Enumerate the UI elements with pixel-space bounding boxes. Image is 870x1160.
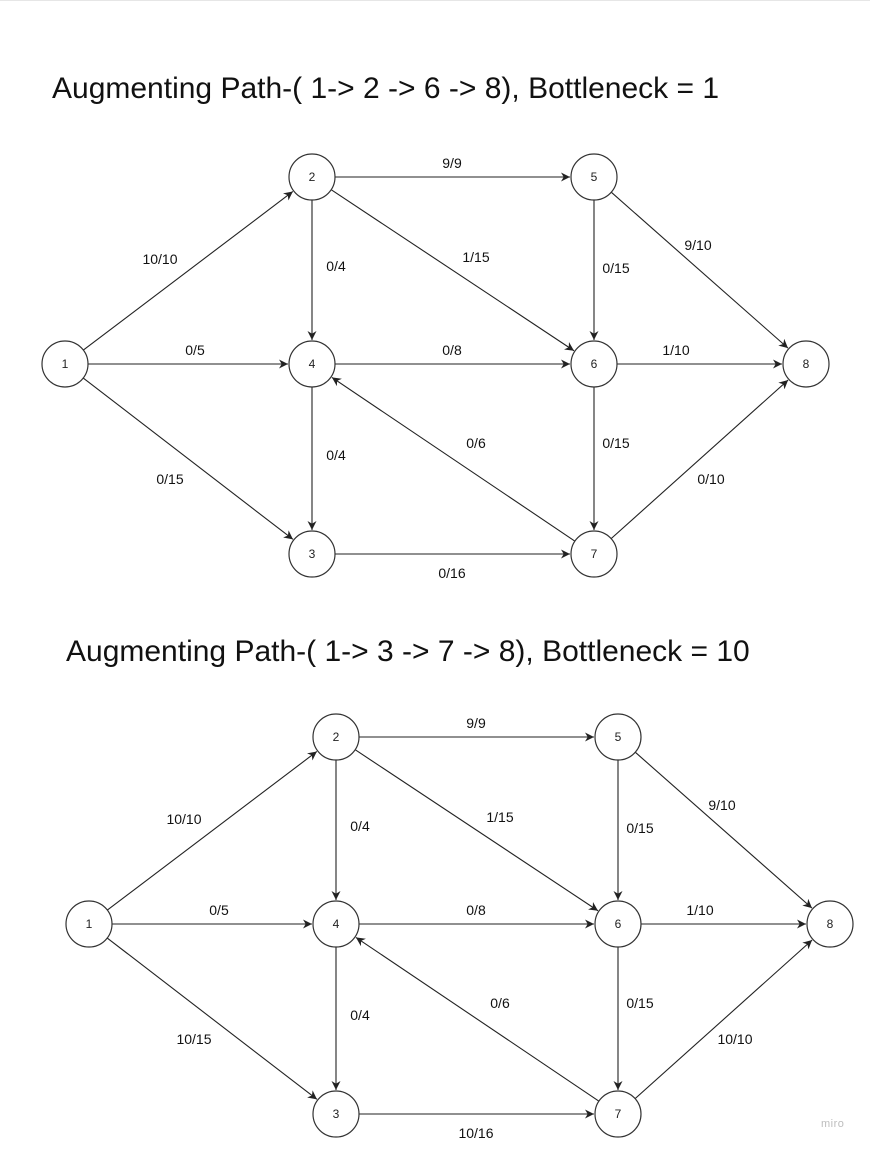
edge-1-to-3	[106, 937, 318, 1100]
edge-label-2-to-6: 1/15	[486, 809, 513, 825]
node-1: 1	[41, 340, 89, 388]
node-6: 6	[594, 900, 642, 948]
node-2: 2	[288, 153, 336, 201]
edge-label-6-to-8: 1/10	[662, 342, 689, 358]
node-label: 8	[803, 357, 810, 371]
node-label: 3	[309, 547, 316, 561]
edge-label-1-to-3: 0/15	[156, 471, 183, 487]
node-label: 2	[309, 170, 316, 184]
edge-label-1-to-4: 0/5	[185, 342, 205, 358]
edge-label-2-to-4: 0/4	[326, 258, 346, 274]
edge-label-2-to-6: 1/15	[462, 249, 489, 265]
edge-label-7-to-8: 0/10	[697, 471, 724, 487]
node-6: 6	[570, 340, 618, 388]
flow-network-diagram: 10/100/510/159/90/41/150/159/100/8 1/100/…	[65, 713, 854, 1141]
node-label: 6	[591, 357, 598, 371]
node-label: 1	[62, 357, 69, 371]
edge-7-to-8	[610, 379, 789, 540]
node-4: 4	[288, 340, 336, 388]
edge-label-3-to-7: 10/16	[458, 1125, 493, 1141]
node-label: 1	[86, 917, 93, 931]
edge-label-3-to-7: 0/16	[438, 565, 465, 581]
node-8: 8	[782, 340, 830, 388]
edge-label-4-to-3: 0/4	[326, 447, 346, 463]
edge-label-2-to-5: 9/9	[466, 715, 486, 731]
edge-label-2-to-5: 9/9	[442, 155, 462, 171]
node-8: 8	[806, 900, 854, 948]
edge-label-4-to-6: 0/8	[466, 902, 486, 918]
node-label: 2	[333, 730, 340, 744]
node-label: 7	[591, 547, 598, 561]
node-label: 6	[615, 917, 622, 931]
node-7: 7	[570, 530, 618, 578]
edge-7-to-4	[355, 936, 600, 1102]
node-label: 5	[615, 730, 622, 744]
edge-label-1-to-2: 10/10	[142, 251, 177, 267]
edge-label-5-to-8: 9/10	[708, 797, 735, 813]
edge-label-1-to-2: 10/10	[166, 811, 201, 827]
diagram-title: Augmenting Path-( 1-> 2 -> 6 -> 8), Bott…	[52, 72, 720, 105]
edge-5-to-8	[610, 191, 789, 349]
node-4: 4	[312, 900, 360, 948]
node-label: 4	[333, 917, 340, 931]
edge-label-1-to-3: 10/15	[176, 1031, 211, 1047]
node-label: 3	[333, 1107, 340, 1121]
edge-1-to-2	[107, 751, 318, 911]
node-2: 2	[312, 713, 360, 761]
node-5: 5	[594, 713, 642, 761]
edge-label-6-to-7: 0/15	[602, 435, 629, 451]
node-label: 5	[591, 170, 598, 184]
edge-label-4-to-3: 0/4	[350, 1007, 370, 1023]
edge-7-to-4	[331, 376, 576, 542]
edge-7-to-8	[634, 939, 813, 1100]
edge-5-to-8	[634, 751, 813, 909]
diagram-title: Augmenting Path-( 1-> 3 -> 7 -> 8), Bott…	[66, 635, 750, 668]
node-3: 3	[288, 530, 336, 578]
edge-2-to-6	[330, 189, 575, 352]
edge-label-1-to-4: 0/5	[209, 902, 229, 918]
edge-label-5-to-8: 9/10	[684, 237, 711, 253]
node-3: 3	[312, 1090, 360, 1138]
edge-1-to-2	[83, 191, 294, 351]
node-7: 7	[594, 1090, 642, 1138]
edge-label-6-to-7: 0/15	[626, 995, 653, 1011]
edge-label-5-to-6: 0/15	[626, 820, 653, 836]
edge-label-7-to-4: 0/6	[466, 435, 486, 451]
edge-1-to-3	[82, 377, 294, 540]
flow-network-diagram: 10/100/50/159/90/41/150/159/100/8 1/100/4…	[41, 153, 830, 581]
node-label: 7	[615, 1107, 622, 1121]
node-label: 8	[827, 917, 834, 931]
node-5: 5	[570, 153, 618, 201]
edge-label-5-to-6: 0/15	[602, 260, 629, 276]
node-label: 4	[309, 357, 316, 371]
edge-label-6-to-8: 1/10	[686, 902, 713, 918]
top-border	[0, 0, 870, 1]
edge-2-to-6	[354, 749, 599, 912]
edge-label-7-to-4: 0/6	[490, 995, 510, 1011]
edge-label-4-to-6: 0/8	[442, 342, 462, 358]
watermark: miro	[821, 1118, 845, 1130]
edge-label-7-to-8: 10/10	[717, 1031, 752, 1047]
node-1: 1	[65, 900, 113, 948]
edge-label-2-to-4: 0/4	[350, 818, 370, 834]
